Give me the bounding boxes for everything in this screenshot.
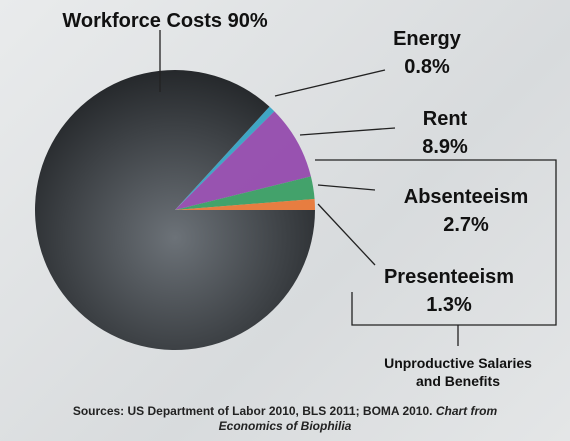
- category-label: Workforce Costs: [62, 10, 222, 32]
- infographic: Unproductive Salaries and Benefits Workf…: [0, 0, 570, 441]
- value-label: 8.9%: [422, 136, 468, 158]
- value-label: 2.7%: [443, 214, 489, 236]
- category-label: Absenteeism: [404, 186, 529, 208]
- leader-line: [275, 70, 385, 96]
- value-label: 0.8%: [404, 56, 450, 78]
- slice-label: Workforce Costs 90%: [62, 10, 267, 32]
- leader-line: [318, 204, 375, 265]
- leader-line: [300, 128, 395, 135]
- category-label: Rent: [423, 108, 468, 130]
- value-label: 1.3%: [426, 294, 472, 316]
- annotation: Unproductive Salaries: [384, 355, 532, 371]
- leader-line: [318, 185, 375, 190]
- value-label: 90%: [228, 10, 268, 32]
- source-text: Sources: US Department of Labor 2010, BL…: [73, 404, 433, 418]
- source: Sources: US Department of Labor 2010, BL…: [60, 404, 510, 434]
- category-label: Energy: [393, 28, 462, 50]
- chart: Unproductive Salaries and Benefits Workf…: [0, 0, 570, 441]
- annotation: and Benefits: [416, 373, 500, 389]
- category-label: Presenteeism: [384, 266, 514, 288]
